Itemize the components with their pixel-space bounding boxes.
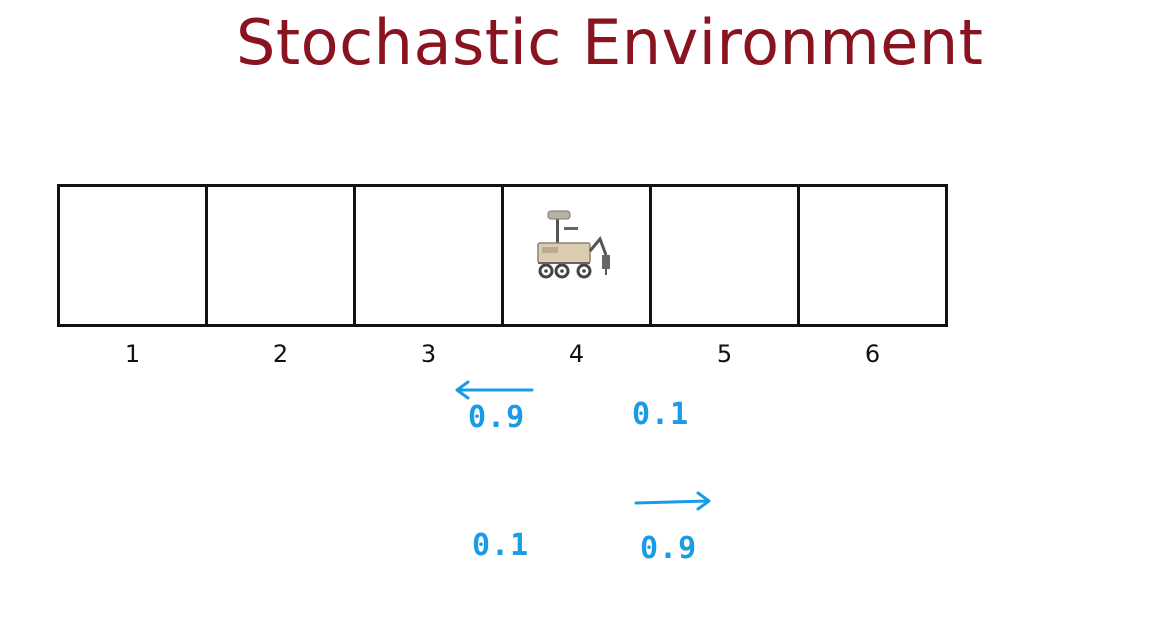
state-cell-5 — [649, 184, 800, 327]
state-cell-4 — [501, 184, 652, 327]
right-arrow-icon — [634, 491, 711, 511]
state-label-4: 4 — [568, 340, 585, 368]
slide-title: Stochastic Environment — [236, 6, 984, 79]
state-cell-3 — [353, 184, 504, 327]
left-slip-probability: 0.1 — [632, 397, 690, 432]
state-cell-1 — [57, 184, 208, 327]
right-slip-probability: 0.1 — [472, 528, 530, 563]
state-label-6: 6 — [864, 340, 881, 368]
state-label-2: 2 — [272, 340, 289, 368]
state-labels: 1 2 3 4 5 6 — [57, 340, 945, 368]
left-intended-probability: 0.9 — [468, 400, 526, 435]
state-label-1: 1 — [124, 340, 141, 368]
state-grid — [57, 184, 948, 327]
state-cell-2 — [205, 184, 356, 327]
state-cell-6 — [797, 184, 948, 327]
left-arrow-icon — [455, 380, 534, 400]
state-label-5: 5 — [716, 340, 733, 368]
state-label-3: 3 — [420, 340, 437, 368]
rover-icon — [537, 210, 610, 279]
right-intended-probability: 0.9 — [640, 531, 698, 566]
